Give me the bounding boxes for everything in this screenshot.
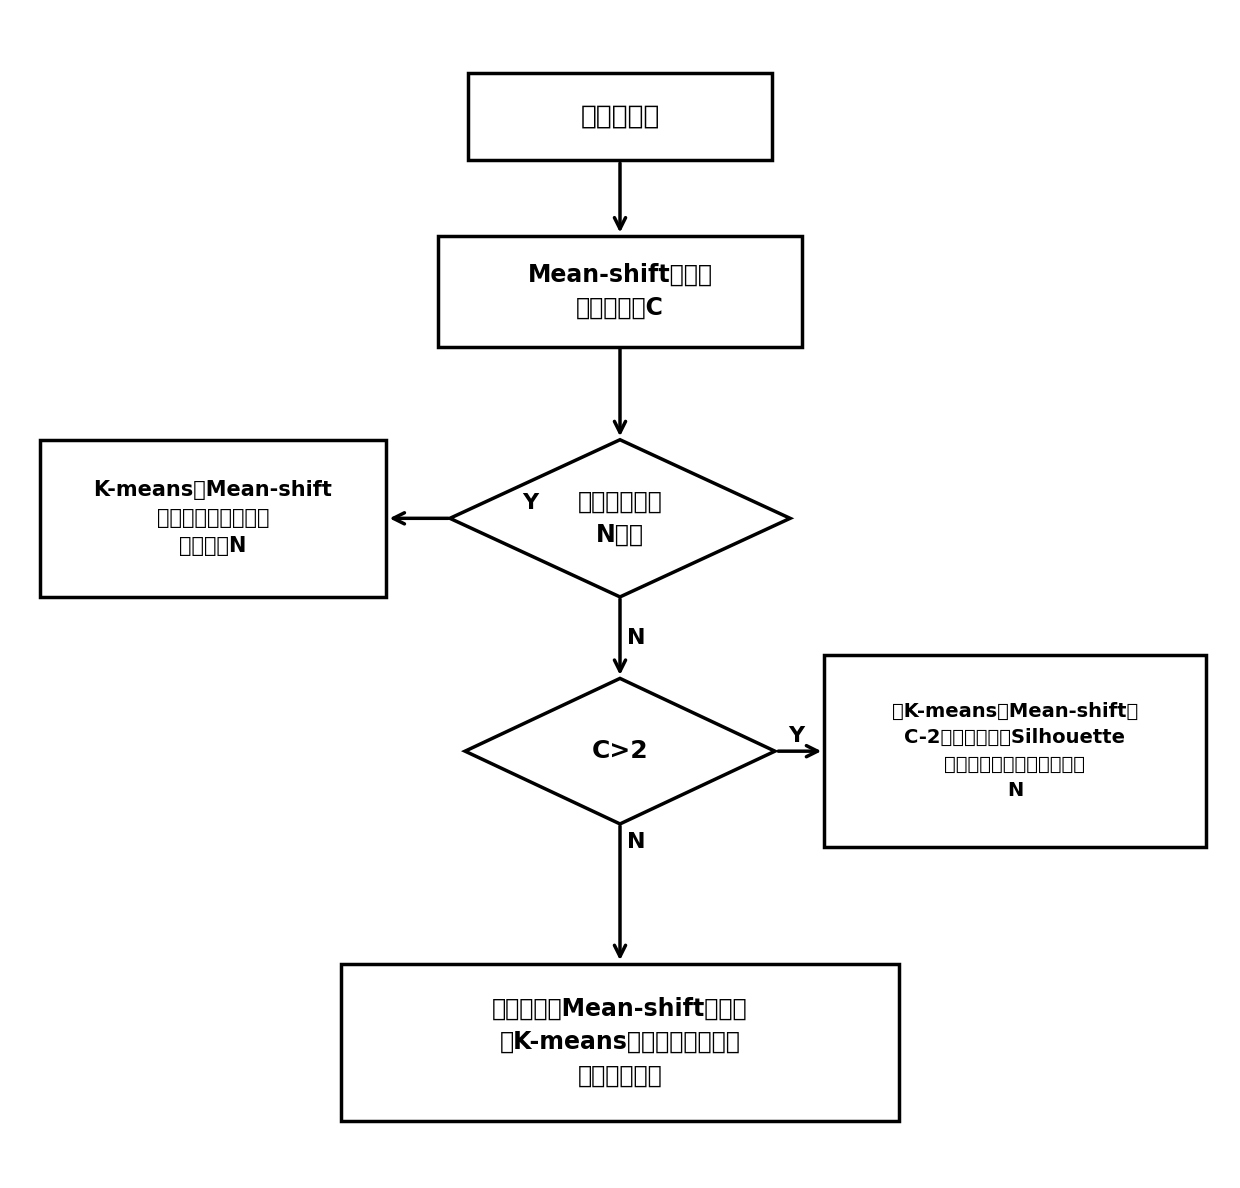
Text: N: N — [626, 832, 645, 852]
Bar — [40, 440, 386, 596]
Text: Mean-shift聚类，
质心数量为C: Mean-shift聚类， 质心数量为C — [527, 263, 713, 320]
Text: K-means对Mean-shift
质心做一次聚类，聚
类个数为N: K-means对Mean-shift 质心做一次聚类，聚 类个数为N — [93, 480, 332, 556]
Bar — [823, 655, 1207, 847]
Text: 将聚类后的Mean-shift质心作
为K-means的初始中心点，并
得出聚类结果: 将聚类后的Mean-shift质心作 为K-means的初始中心点，并 得出聚类… — [492, 997, 748, 1088]
Text: 最终聚类个数
N确定: 最终聚类个数 N确定 — [578, 489, 662, 548]
Text: Y: Y — [522, 493, 538, 513]
Bar — [341, 963, 899, 1120]
Text: 数据预处理: 数据预处理 — [580, 103, 660, 129]
Text: C>2: C>2 — [591, 739, 649, 763]
Bar — [467, 72, 771, 160]
Text: N: N — [626, 628, 645, 649]
Text: Y: Y — [789, 726, 805, 746]
Text: 用K-means对Mean-shift做
C-2次聚类，并用Silhouette
判断评分最高的聚类个数为
N: 用K-means对Mean-shift做 C-2次聚类，并用Silhouette… — [892, 702, 1138, 801]
Polygon shape — [450, 440, 790, 596]
Bar — [438, 236, 802, 347]
Polygon shape — [465, 678, 775, 824]
